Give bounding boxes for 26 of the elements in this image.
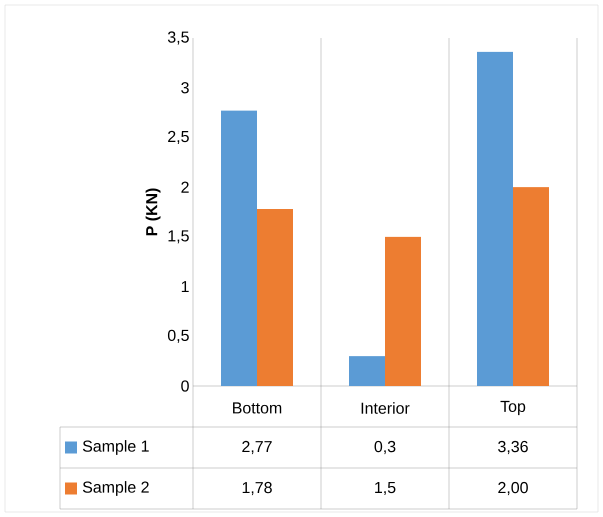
y-tick-label: 0,5 xyxy=(168,330,189,343)
bar xyxy=(349,356,385,386)
bar xyxy=(385,236,421,386)
y-tick-label: 1 xyxy=(182,281,189,292)
legend-label: Sample 2 xyxy=(82,481,149,496)
data-label: 1,5 xyxy=(375,482,396,495)
data-label: 0,3 xyxy=(374,440,396,454)
legend-label: Sample 1 xyxy=(82,440,149,455)
y-tick-label: 3 xyxy=(181,82,189,94)
bar xyxy=(477,52,513,386)
data-label: 2,00 xyxy=(498,482,528,496)
y-axis-title: P (KN) xyxy=(146,188,160,236)
bar xyxy=(513,187,549,386)
x-tick-label: Bottom xyxy=(233,402,282,414)
bar xyxy=(221,110,257,386)
bar xyxy=(257,209,293,386)
x-tick-label: Interior xyxy=(362,402,410,414)
data-label: 1,78 xyxy=(242,482,272,496)
data-label: 3,36 xyxy=(498,440,528,454)
y-tick-label: 1,5 xyxy=(168,230,189,244)
y-tick-label: 0 xyxy=(181,380,189,392)
y-tick-label: 3,5 xyxy=(168,31,189,45)
data-label: 2,77 xyxy=(242,440,272,454)
x-tick-label: Top xyxy=(500,400,526,416)
y-tick-label: 2 xyxy=(181,182,189,193)
y-tick-label: 2,5 xyxy=(168,130,189,144)
